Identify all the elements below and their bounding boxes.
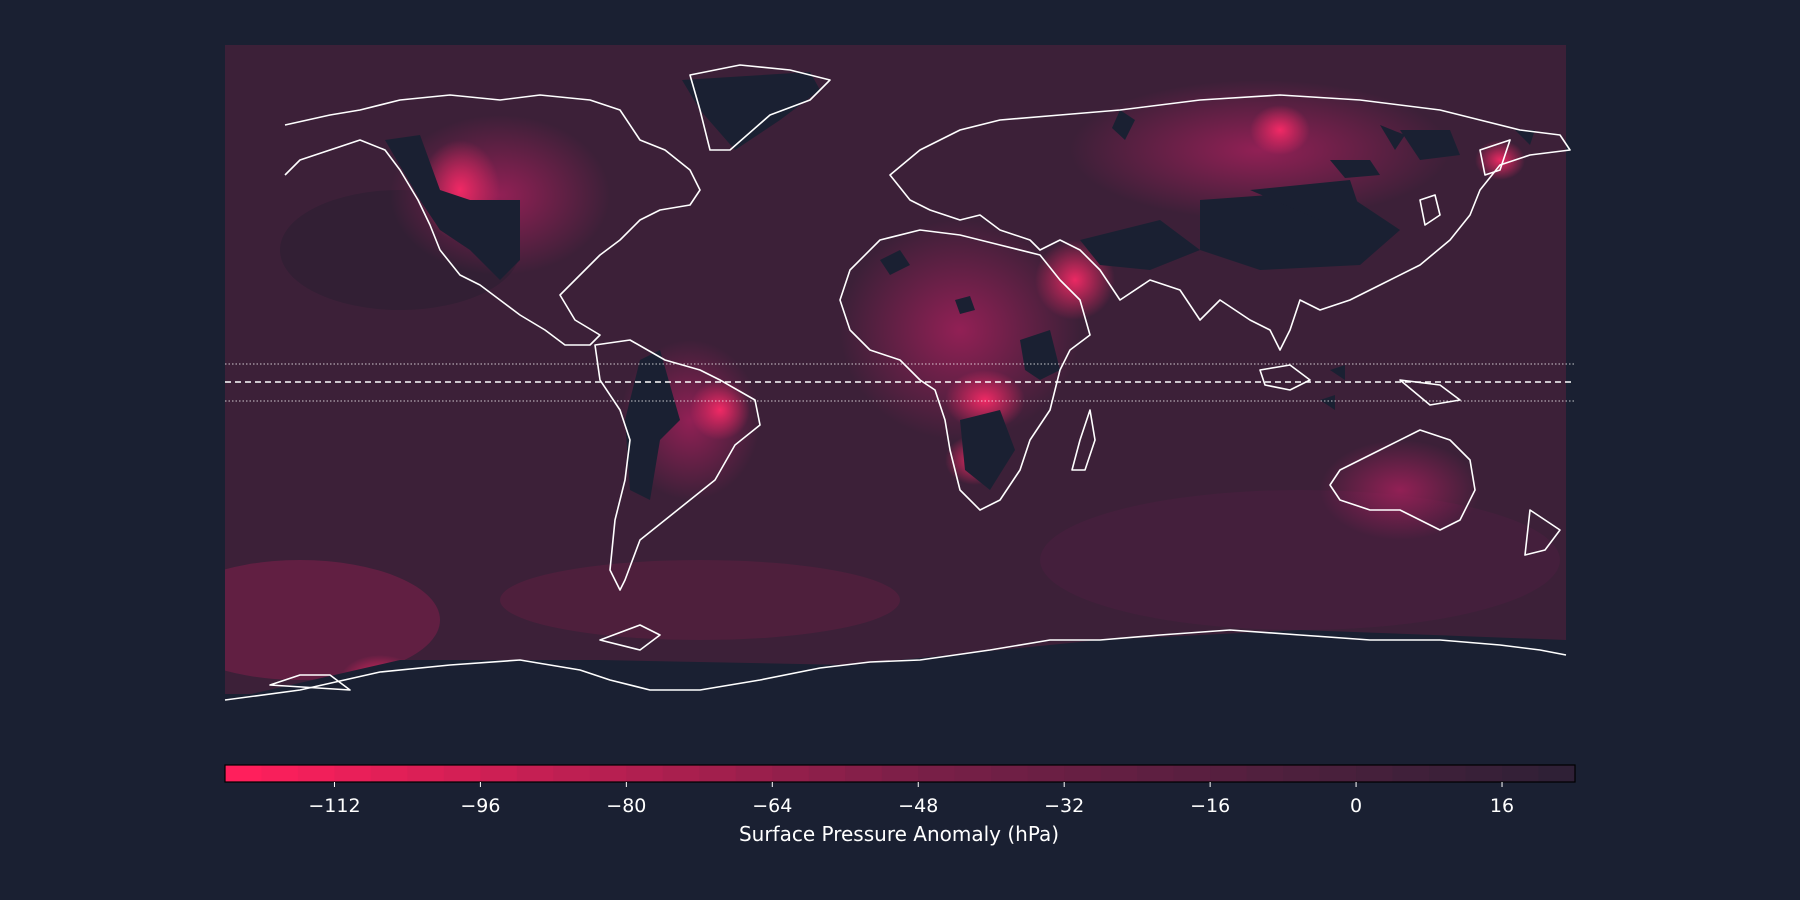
colorbar-tick-label: 0 [1350,795,1363,817]
colorbar-segment [1502,765,1540,782]
colorbar-tick-label: −32 [1044,795,1085,817]
colorbar-segment [954,765,992,782]
colorbar-segment [553,765,591,782]
colorbar-segment [845,765,883,782]
colorbar-segment [443,765,481,782]
colorbar-segment [735,765,773,782]
colorbar-tick-label: −16 [1190,795,1231,817]
colorbar-segment [1137,765,1175,782]
colorbar-segment [1027,765,1065,782]
colorbar-segment [626,765,664,782]
colorbar-segments [225,765,1576,782]
colorbar-segment [1465,765,1503,782]
colorbar-segment [480,765,518,782]
colorbar-segment [662,765,700,782]
colorbar-segment [1392,765,1430,782]
colorbar-ticks [333,782,1503,787]
colorbar-segment [1429,765,1467,782]
pressure-anomaly-field [225,45,1566,694]
colorbar-tick-label: −112 [308,795,361,817]
colorbar-tick-label: −64 [752,795,793,817]
colorbar-tick-label: −96 [460,795,501,817]
colorbar-segment [881,765,919,782]
colorbar-segment [261,765,299,782]
colorbar-segment [991,765,1029,782]
colorbar-segment [918,765,956,782]
colorbar-tick-label: 16 [1489,795,1515,817]
colorbar-segment [699,765,737,782]
colorbar-segment [297,765,335,782]
colorbar-segment [1246,765,1284,782]
colorbar-tick-label: −48 [898,795,939,817]
colorbar-segment [370,765,408,782]
colorbar-frame [224,764,1576,783]
map-panel [224,45,1575,701]
colorbar-segment [589,765,627,782]
colorbar-segment [1173,765,1211,782]
latitude-reference-lines [225,363,1575,402]
colorbar-segment [516,765,554,782]
colorbar-segment [1283,765,1321,782]
colorbar-segment [407,765,445,782]
colorbar-segment [334,765,372,782]
colorbar-segment [1210,765,1248,782]
colorbar-segment [1064,765,1102,782]
colorbar-segment [808,765,846,782]
colorbar-segment [225,765,262,782]
colorbar-segment [1356,765,1394,782]
coastlines [224,64,1571,701]
colorbar-segment [1100,765,1138,782]
colorbar-title: Surface Pressure Anomaly (hPa) [738,822,1060,846]
colorbar-segment [1538,765,1576,782]
colorbar-segment [1319,765,1357,782]
colorbar-segment [772,765,810,782]
colorbar-tick-label: −80 [606,795,647,817]
